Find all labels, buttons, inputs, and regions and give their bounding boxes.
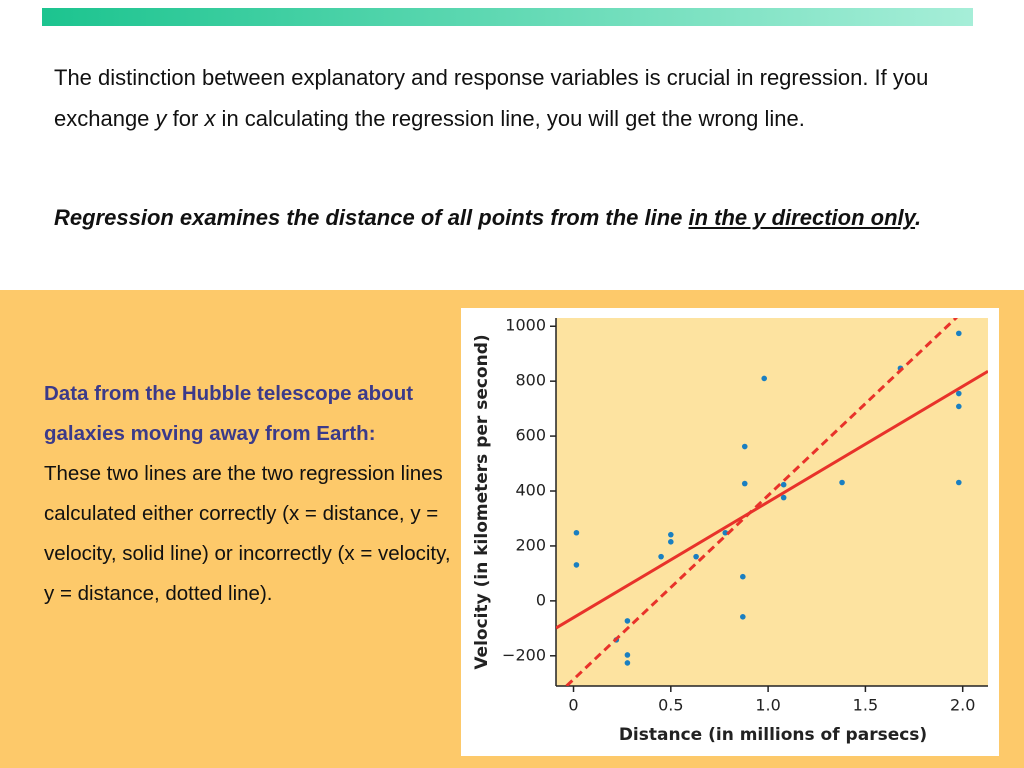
caption-body: These two lines are the two regression l… [44, 462, 451, 605]
caption-heading: Data from the Hubble telescope about gal… [44, 382, 414, 445]
point [573, 562, 580, 568]
point [573, 529, 580, 536]
point [658, 553, 664, 560]
point [624, 618, 631, 624]
x-tick-label: 0 [568, 696, 578, 715]
point [741, 480, 748, 487]
top-bar [42, 8, 973, 26]
text: . [915, 205, 922, 230]
text: x [204, 106, 216, 131]
y-tick-label: −200 [502, 645, 546, 664]
point [740, 573, 746, 580]
point [740, 613, 746, 620]
point [741, 443, 748, 450]
paragraph: Regression examines the distance of all … [54, 197, 984, 238]
y-tick-label: 400 [515, 481, 546, 500]
point [956, 390, 962, 397]
point [780, 494, 787, 501]
paragraph: The distinction between explanatory and … [54, 57, 984, 139]
point [624, 660, 631, 666]
text: in calculating the regression line, you … [215, 106, 805, 131]
x-tick-label: 0.5 [658, 696, 683, 715]
plot-area [556, 318, 988, 686]
point [668, 531, 674, 538]
y-tick-label: 1000 [505, 316, 546, 335]
point [624, 652, 631, 658]
point [761, 375, 768, 382]
y-tick-label: 800 [515, 371, 546, 390]
x-tick-label: 1.0 [755, 696, 780, 715]
text: The distinction between explanatory and … [54, 65, 929, 131]
text: Regression examines the distance of all … [54, 205, 689, 230]
y-axis-label: Velocity (in kilometers per second) [472, 334, 492, 669]
regression-line [556, 369, 988, 630]
point [956, 330, 962, 337]
point [722, 529, 729, 536]
y-tick-label: 600 [515, 426, 546, 445]
text: y [155, 106, 167, 131]
x-tick-label: 2.0 [950, 696, 975, 715]
regression-line [565, 318, 958, 686]
text: in the y direction only [688, 205, 916, 230]
x-axis-label: Distance (in millions of parsecs) [619, 725, 927, 745]
y-tick-label: 0 [536, 590, 546, 609]
point [668, 539, 674, 545]
y-tick-label: 200 [515, 535, 546, 554]
text: for [166, 106, 205, 131]
point [956, 403, 962, 410]
point [693, 553, 699, 560]
point [956, 479, 962, 486]
point [839, 479, 845, 486]
x-tick-label: 1.5 [853, 696, 878, 715]
caption: Data from the Hubble telescope about gal… [44, 374, 454, 614]
point [780, 481, 787, 488]
